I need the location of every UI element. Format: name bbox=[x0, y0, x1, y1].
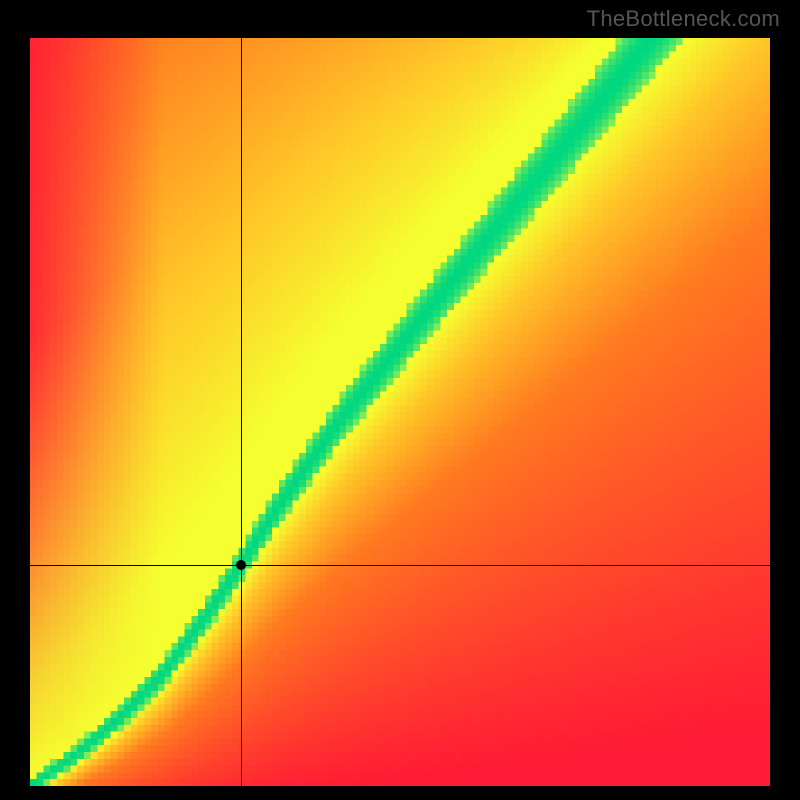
chart-root: TheBottleneck.com bbox=[0, 0, 800, 800]
crosshair-vertical bbox=[241, 38, 242, 786]
heatmap-canvas bbox=[30, 38, 770, 786]
heatmap-plot bbox=[30, 38, 770, 786]
crosshair-dot bbox=[236, 560, 246, 570]
crosshair-horizontal bbox=[30, 565, 770, 566]
watermark-text: TheBottleneck.com bbox=[587, 6, 780, 32]
